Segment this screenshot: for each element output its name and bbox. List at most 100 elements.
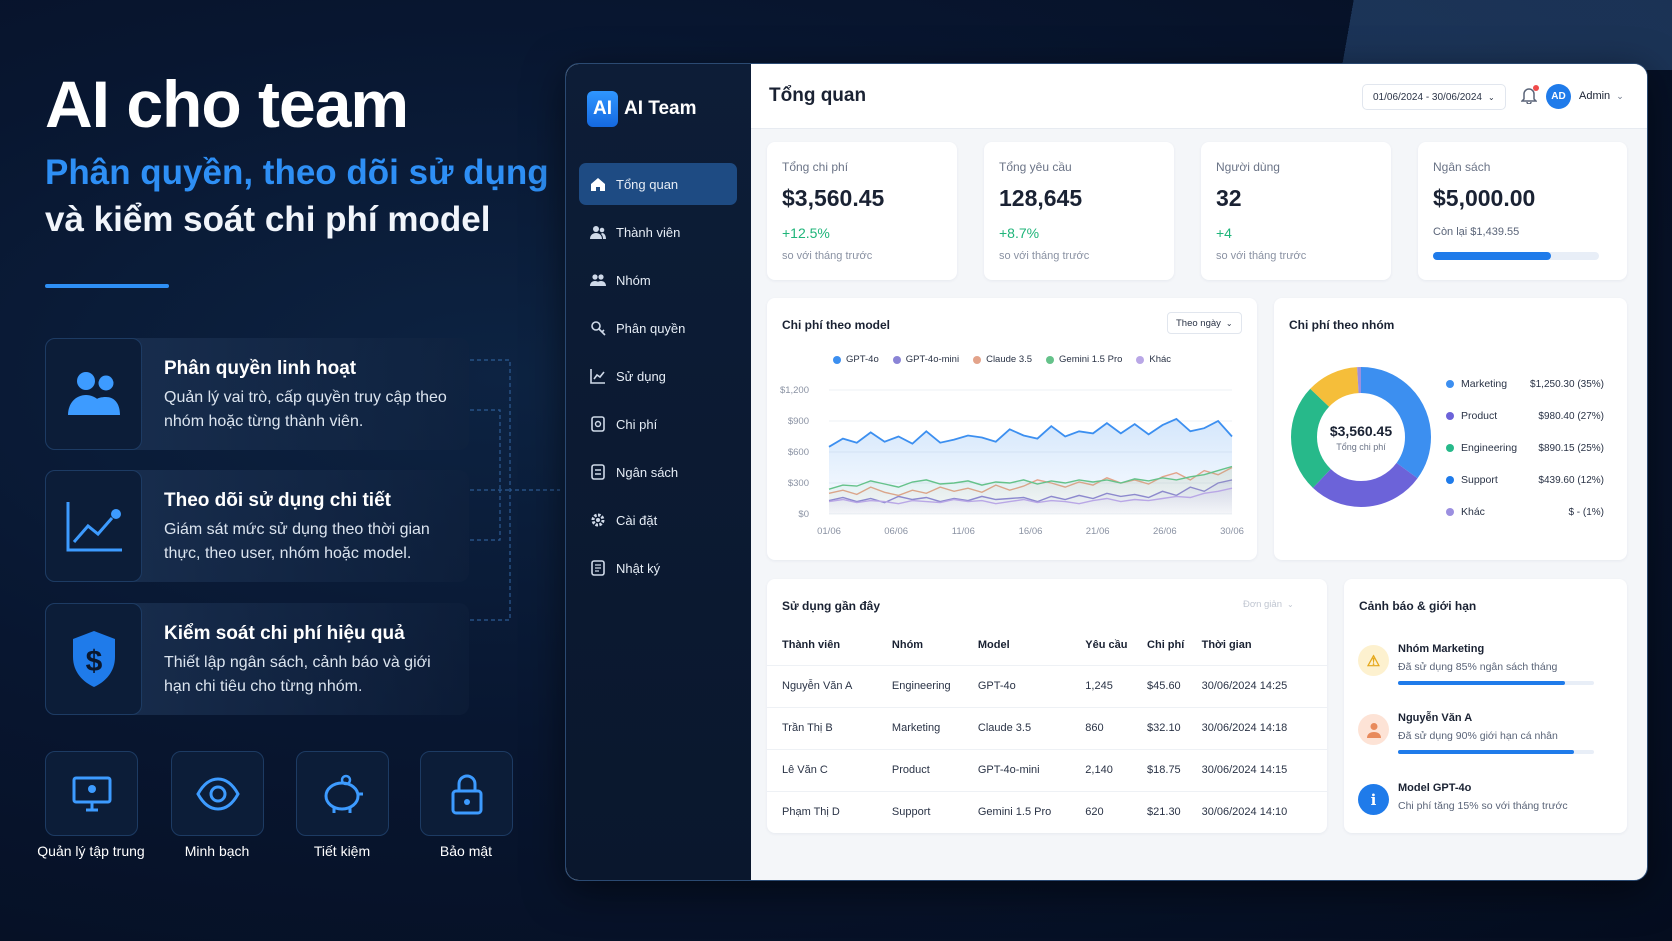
sidebar-item-label: Thành viên bbox=[616, 224, 681, 240]
info-icon: i bbox=[1358, 784, 1389, 815]
cell-member: Lê Văn C bbox=[767, 748, 892, 791]
cell-requests: 620 bbox=[1085, 790, 1148, 833]
table-row[interactable]: Phạm Thị D Support Gemini 1.5 Pro 620 $21.30… bbox=[767, 790, 1327, 833]
alert-title: Nguyễn Văn A bbox=[1398, 712, 1473, 724]
x-tick-label: 26/06 bbox=[1153, 526, 1177, 537]
usage-filter-value: Đơn giản bbox=[1243, 598, 1282, 610]
alert-progress bbox=[1398, 750, 1594, 754]
sidebar-item-nhat-ky[interactable]: Nhật ký bbox=[579, 547, 737, 589]
table-header-row: Thành viên Nhóm Model Yêu cầu Chi phí Th… bbox=[767, 625, 1327, 665]
chevron-down-icon: ⌄ bbox=[1286, 599, 1294, 609]
chevron-down-icon: ⌄ bbox=[1616, 90, 1624, 101]
cell-model: GPT-4o-mini bbox=[977, 748, 1086, 791]
budget-progress-fill bbox=[1433, 252, 1551, 260]
legend-item: GPT-4o-mini bbox=[892, 354, 960, 365]
x-tick-label: 06/06 bbox=[884, 526, 908, 537]
sidebar-item-label: Cài đặt bbox=[616, 512, 658, 528]
column-header: Thành viên bbox=[782, 638, 841, 651]
x-tick-label: 21/06 bbox=[1086, 526, 1110, 537]
sidebar-item-ngan-sach[interactable]: Ngân sách bbox=[579, 451, 737, 493]
legend-label: GPT-4o-mini bbox=[905, 354, 960, 365]
sidebar-item-thanh-vien[interactable]: Thành viên bbox=[579, 211, 737, 253]
avatar[interactable]: AD bbox=[1546, 84, 1571, 109]
x-tick-label: 16/06 bbox=[1019, 526, 1043, 537]
alert-desc: Đã sử dụng 85% ngân sách tháng bbox=[1398, 661, 1558, 673]
stat-label: Tổng chi phí bbox=[782, 160, 849, 174]
group-value: $890.15 (25%) bbox=[1538, 442, 1604, 454]
stat-change: +12.5% bbox=[782, 225, 830, 241]
line-chart-icon bbox=[45, 470, 142, 582]
cell-member: Phạm Thị D bbox=[767, 790, 892, 833]
stat-value: 128,645 bbox=[999, 185, 1083, 211]
user-menu[interactable]: Admin ⌄ bbox=[1579, 90, 1624, 102]
hero-title: AI cho team bbox=[45, 67, 409, 141]
stat-label: Ngân sách bbox=[1433, 160, 1491, 174]
hero-subtitle-2: và kiểm soát chi phí model bbox=[45, 200, 491, 239]
group-name: Engineering bbox=[1461, 442, 1518, 454]
table-row[interactable]: Trần Thị B Marketing Claude 3.5 860 $32.10 30… bbox=[767, 706, 1327, 749]
feature-title: Theo dõi sử dụng chi tiết bbox=[164, 490, 391, 511]
sidebar-item-label: Nhóm bbox=[616, 272, 651, 288]
column-header: Model bbox=[977, 638, 1010, 651]
feature-card-permissions: Phân quyền linh hoạt Quản lý vai trò, cấ… bbox=[45, 338, 469, 450]
cell-member: Trần Thị B bbox=[767, 706, 892, 749]
table-row[interactable]: Lê Văn C Product GPT-4o-mini 2,140 $18.75 30/… bbox=[767, 748, 1327, 791]
cost-by-model-card: Chi phí theo model Theo ngày ⌄ GPT-4o GPT… bbox=[767, 298, 1257, 560]
y-tick-label: $900 bbox=[788, 416, 809, 427]
stat-note: so với tháng trước bbox=[1216, 250, 1307, 262]
alert-title: Nhóm Marketing bbox=[1398, 643, 1485, 655]
donut-center: $3,560.45 Tổng chi phí bbox=[1290, 366, 1432, 508]
chevron-down-icon: ⌄ bbox=[1487, 92, 1495, 102]
sidebar-item-label: Phân quyền bbox=[616, 320, 686, 336]
table-row[interactable]: Nguyễn Văn A Engineering GPT-4o 1,245 $45.60… bbox=[767, 664, 1327, 707]
cell-time: 30/06/2024 14:25 bbox=[1201, 664, 1327, 707]
sidebar-item-label: Nhật ký bbox=[616, 560, 661, 576]
alert-item[interactable]: Nguyễn Văn A Đã sử dụng 90% giới hạn cá … bbox=[1358, 710, 1594, 766]
cell-requests: 860 bbox=[1085, 706, 1148, 749]
legend-label: GPT-4o bbox=[846, 354, 879, 365]
mini-label: Quản lý tập trung bbox=[37, 843, 145, 859]
sidebar-item-phan-quyen[interactable]: Phân quyền bbox=[579, 307, 737, 349]
sidebar-item-nhom[interactable]: Nhóm bbox=[579, 259, 737, 301]
sidebar-item-label: Tổng quan bbox=[616, 176, 679, 192]
alert-item[interactable]: i Model GPT-4o Chi phí tăng 15% so với t… bbox=[1358, 780, 1594, 836]
monitor-icon bbox=[72, 776, 111, 811]
date-range-picker[interactable]: 01/06/2024 - 30/06/2024 ⌄ bbox=[1362, 84, 1506, 110]
legend-item: Claude 3.5 bbox=[973, 354, 1032, 365]
series-line bbox=[828, 465, 1233, 490]
card-title: Sử dụng gần đây bbox=[782, 599, 881, 613]
brand[interactable]: AI AI Team bbox=[587, 91, 697, 127]
sidebar-item-chi-phi[interactable]: Chi phí bbox=[579, 403, 737, 445]
cell-cost: $45.60 bbox=[1147, 664, 1202, 707]
period-select[interactable]: Theo ngày ⌄ bbox=[1167, 312, 1242, 334]
sidebar-item-su-dung[interactable]: Sử dụng bbox=[579, 355, 737, 397]
user-name: Admin bbox=[1579, 90, 1611, 102]
stat-label: Tổng yêu cầu bbox=[999, 160, 1072, 174]
main-content: Tổng quan 01/06/2024 - 30/06/2024 ⌄ AD A… bbox=[751, 64, 1647, 880]
lock-icon bbox=[451, 774, 482, 814]
sidebar-item-tong-quan[interactable]: Tổng quan bbox=[579, 163, 737, 205]
stat-card-budget: Ngân sách $5,000.00 Còn lại $1,439.55 bbox=[1418, 142, 1627, 280]
sidebar-item-cai-dat[interactable]: Cài đặt bbox=[579, 499, 737, 541]
cell-model: Claude 3.5 bbox=[977, 706, 1086, 749]
stat-value: $3,560.45 bbox=[782, 185, 885, 211]
card-title: Cảnh báo & giới hạn bbox=[1359, 599, 1477, 613]
line-chart: $1,200 $900 $600 $300 $0 01/06 06/06 11/06 16/06… bbox=[780, 385, 1244, 537]
legend-dot bbox=[833, 355, 841, 364]
notification-button[interactable] bbox=[1520, 85, 1539, 109]
mini-card-centralized bbox=[45, 751, 138, 836]
stat-value: 32 bbox=[1216, 185, 1242, 211]
group-value: $980.40 (27%) bbox=[1538, 410, 1604, 422]
stat-note: so với tháng trước bbox=[782, 250, 873, 262]
period-select-value: Theo ngày bbox=[1176, 317, 1221, 329]
feature-desc: Thiết lập ngân sách, cảnh báo và giới hạ… bbox=[164, 654, 431, 695]
donut-chart: $3,560.45 Tổng chi phí bbox=[1290, 366, 1432, 508]
background-accent bbox=[1212, 0, 1672, 70]
hero-subtitle-1: Phân quyền, theo dõi sử dụng bbox=[45, 153, 549, 192]
column-header: Chi phí bbox=[1147, 638, 1185, 651]
usage-filter-select[interactable]: Đơn giản ⌄ bbox=[1235, 593, 1302, 615]
wallet-icon bbox=[590, 464, 606, 480]
donut-total-label: Tổng chi phí bbox=[1336, 441, 1386, 452]
sidebar-item-label: Chi phí bbox=[616, 416, 658, 432]
alert-item[interactable]: ⚠ Nhóm Marketing Đã sử dụng 85% ngân sác… bbox=[1358, 641, 1594, 697]
